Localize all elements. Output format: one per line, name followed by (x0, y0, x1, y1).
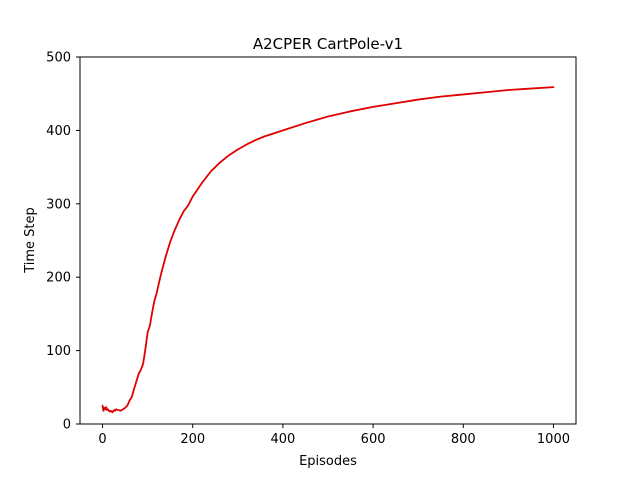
y-tick-label: 200 (46, 271, 71, 286)
x-tick-label: 400 (270, 432, 295, 447)
x-tick-label: 800 (451, 432, 476, 447)
y-tick-label: 300 (46, 197, 71, 212)
y-tick-label: 400 (46, 124, 71, 139)
y-tick-label: 500 (46, 51, 71, 66)
series-line-1 (101, 86, 555, 414)
y-axis-label: Time Step (23, 207, 38, 274)
x-tick-label: 200 (180, 432, 205, 447)
y-axis-ticks: 0 100 200 300 400 500 (46, 51, 80, 433)
y-tick-label: 0 (63, 418, 71, 433)
axes-frame (79, 56, 577, 425)
x-axis-label: Episodes (299, 454, 357, 469)
chart-title: A2CPER CartPole-v1 (253, 35, 403, 53)
x-tick-label: 0 (98, 432, 106, 447)
x-tick-label: 1000 (537, 432, 570, 447)
x-axis-ticks: 0 200 400 600 800 1000 (98, 424, 570, 447)
x-tick-label: 600 (361, 432, 386, 447)
y-tick-label: 100 (46, 344, 71, 359)
